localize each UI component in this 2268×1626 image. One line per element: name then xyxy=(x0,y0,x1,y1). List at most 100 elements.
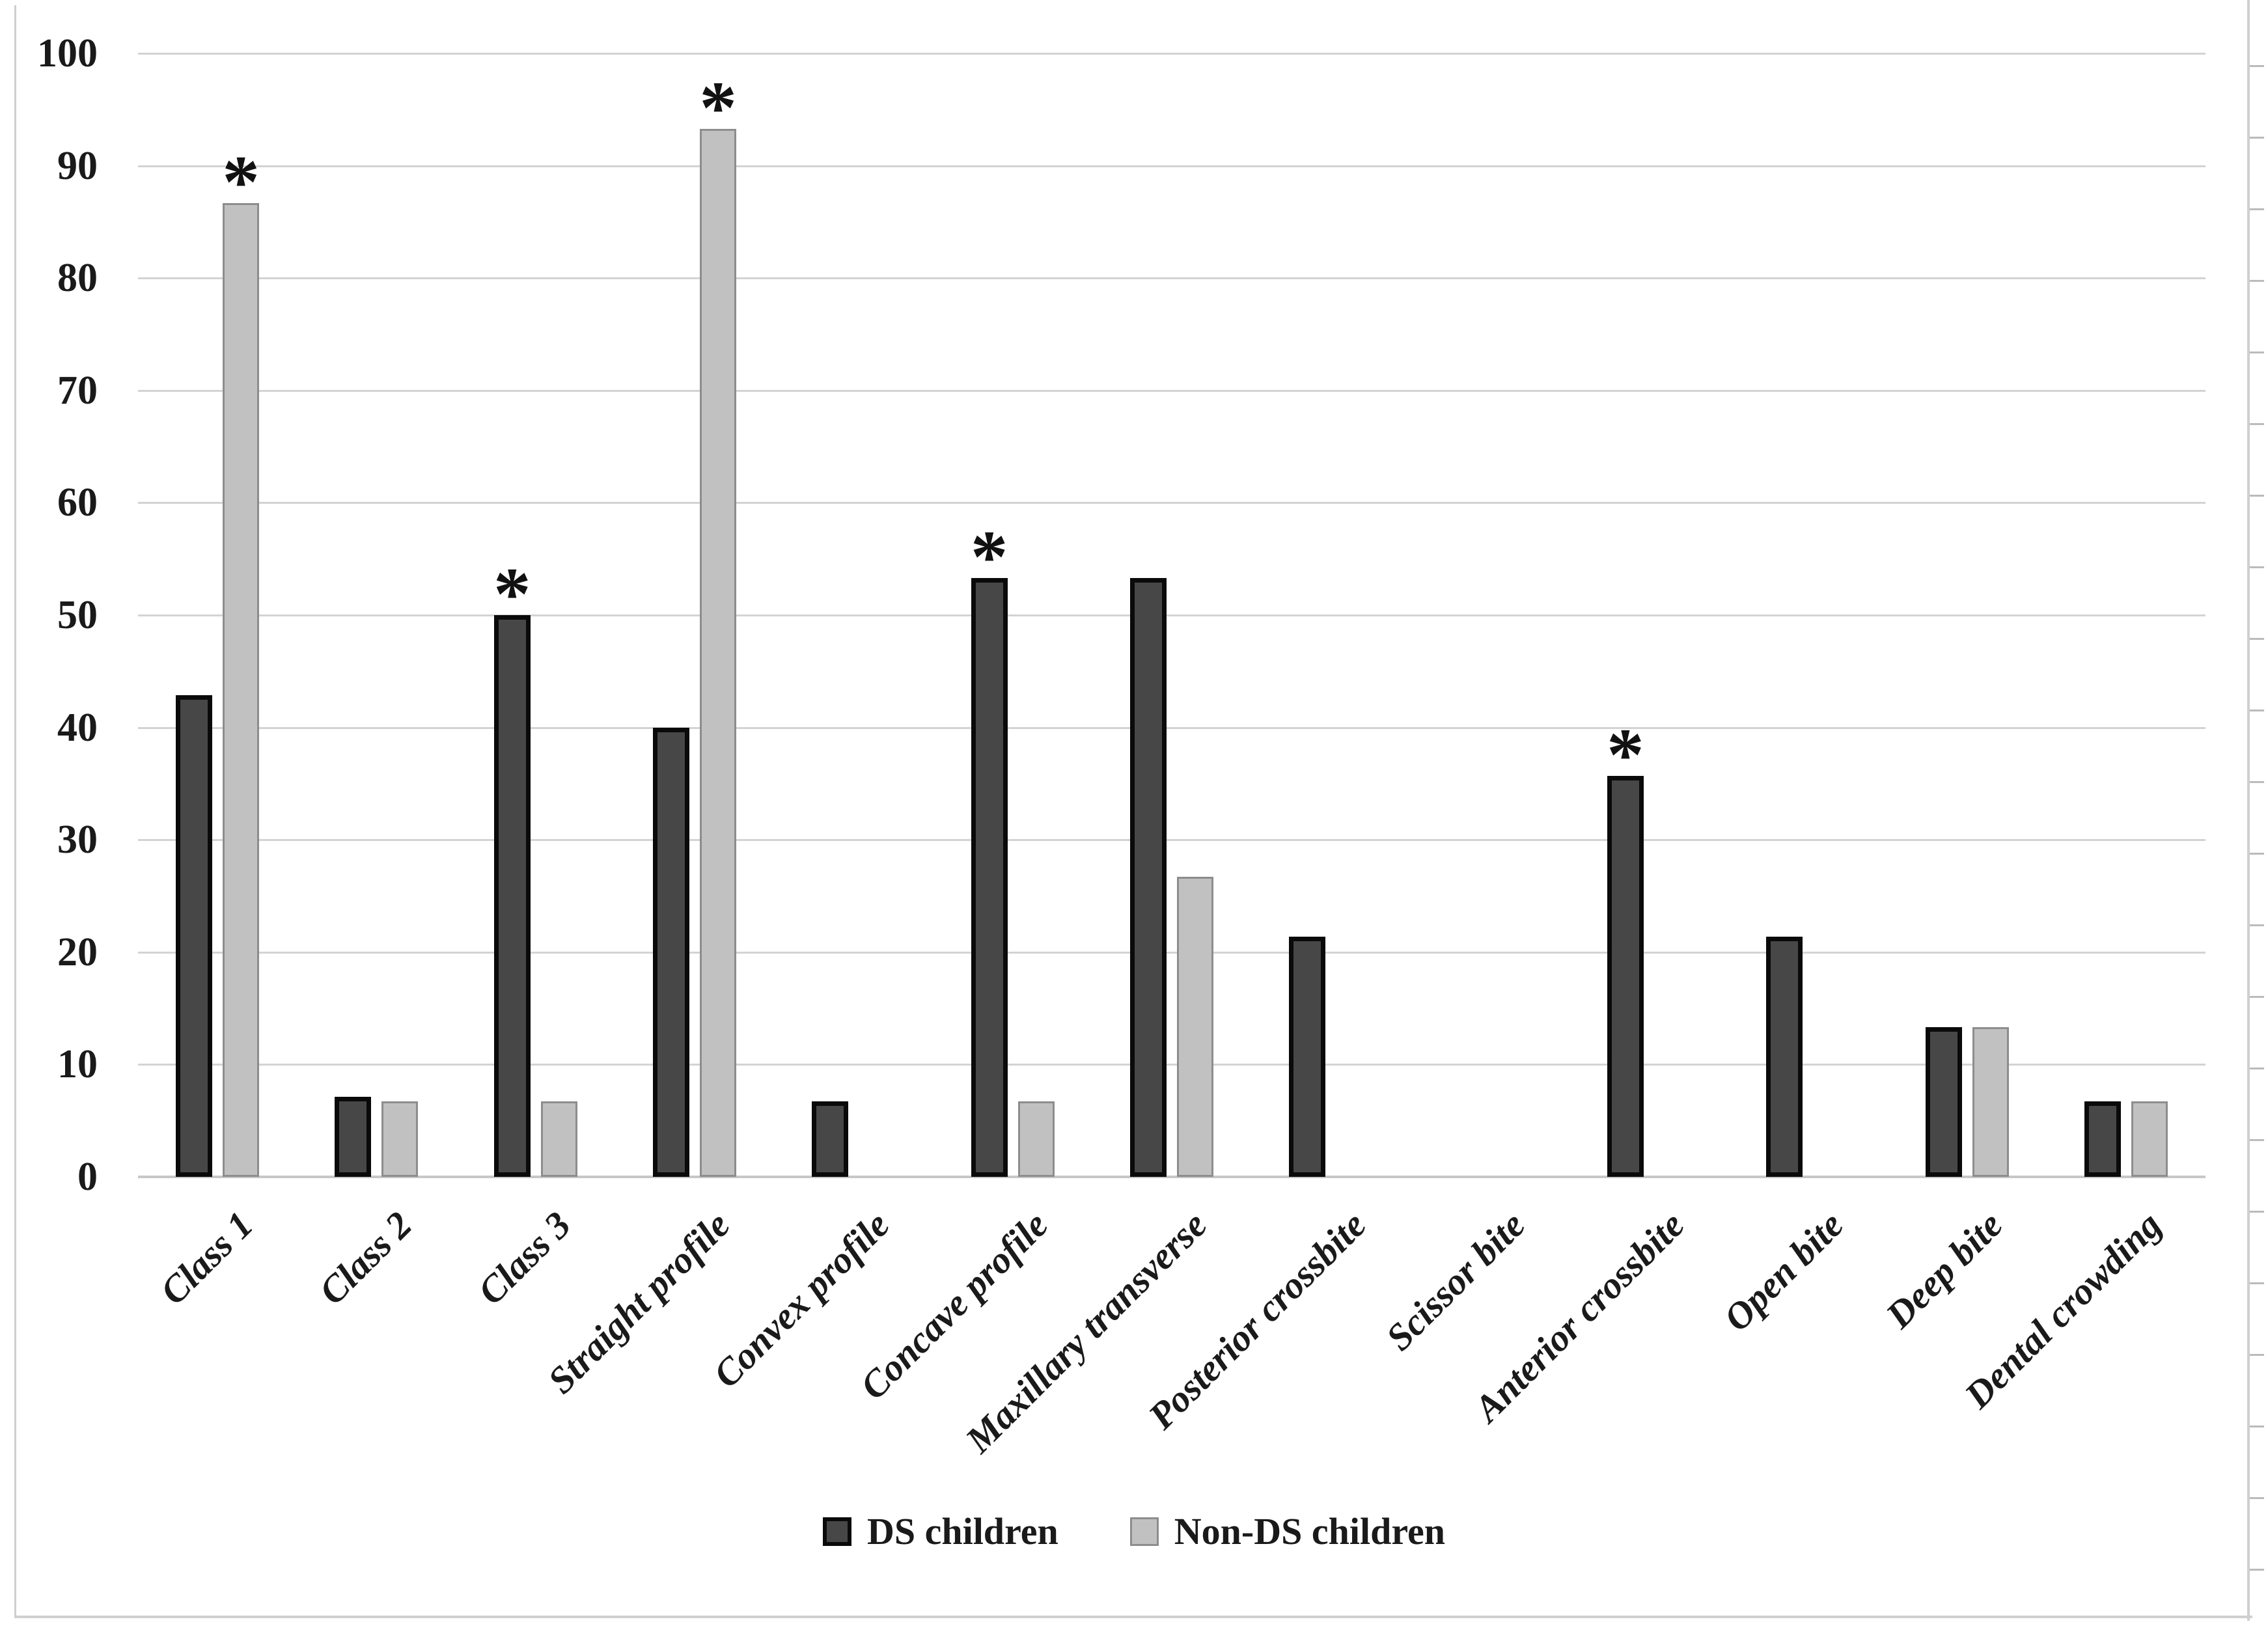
bar-ds-anterior-crossbite xyxy=(1607,775,1644,1177)
edge-tick xyxy=(2250,1068,2264,1069)
bar-nonds-class-2 xyxy=(381,1101,419,1177)
legend-item-ds-children: DS children xyxy=(822,1509,1058,1554)
category-label-class-3: Class 3 xyxy=(469,1203,579,1313)
category-group-convex-profile xyxy=(774,53,933,1177)
category-group-class-3: * xyxy=(456,53,615,1177)
edge-tick xyxy=(2250,1211,2264,1213)
edge-tick xyxy=(2250,423,2264,425)
legend-item-non-ds-children: Non-DS children xyxy=(1129,1509,1446,1554)
category-label-scissor-bite: Scissor bite xyxy=(1377,1203,1534,1359)
figure-border-left xyxy=(14,5,16,1617)
category-label-deep-bite: Deep bite xyxy=(1877,1203,2011,1336)
category-group-posterior-crossbite xyxy=(1251,53,1410,1177)
bar-ds-concave-profile xyxy=(971,578,1008,1177)
category-label-class-2: Class 2 xyxy=(311,1203,421,1313)
figure-border-bottom xyxy=(14,1616,2252,1618)
edge-tick xyxy=(2250,495,2264,497)
category-label-open-bite: Open bite xyxy=(1715,1203,1851,1340)
bar-ds-class-2 xyxy=(335,1097,372,1177)
legend-swatch-ds xyxy=(822,1517,851,1546)
edge-tick xyxy=(2250,710,2264,711)
bar-ds-class-1 xyxy=(176,695,213,1177)
significance-asterisk-class-3: * xyxy=(493,553,531,635)
category-group-straight-profile: * xyxy=(615,53,774,1177)
category-group-scissor-bite xyxy=(1410,53,1569,1177)
bar-nonds-straight-profile xyxy=(700,128,737,1177)
figure-border-right xyxy=(2247,0,2250,1621)
bar-nonds-dental-crowding xyxy=(2131,1101,2168,1177)
bar-nonds-class-1 xyxy=(223,202,260,1177)
gridline-80 xyxy=(138,277,2206,280)
gridline-100 xyxy=(138,53,2206,55)
category-group-class-2 xyxy=(297,53,456,1177)
edge-tick xyxy=(2250,1497,2264,1499)
bar-nonds-class-3 xyxy=(540,1101,577,1177)
y-tick-label-60: 60 xyxy=(57,480,98,525)
bar-ds-class-3 xyxy=(493,615,531,1177)
edge-tick xyxy=(2250,566,2264,568)
edge-tick xyxy=(2250,1139,2264,1141)
category-group-dental-crowding xyxy=(2047,53,2206,1177)
bar-ds-straight-profile xyxy=(653,727,690,1177)
y-tick-label-70: 70 xyxy=(57,368,98,413)
y-tick-label-90: 90 xyxy=(57,143,98,188)
legend-label: DS children xyxy=(866,1510,1058,1552)
y-tick-label-30: 30 xyxy=(57,818,98,862)
plot-area: * * * * * xyxy=(138,53,2206,1178)
significance-asterisk-anterior-crossbite: * xyxy=(1607,713,1644,796)
edge-tick xyxy=(2250,924,2264,926)
category-label-class-1: Class 1 xyxy=(151,1203,261,1313)
bar-ds-dental-crowding xyxy=(2084,1101,2121,1177)
gridline-10 xyxy=(138,1064,2206,1066)
bar-nonds-maxillary-transverse xyxy=(1176,877,1213,1177)
edge-tick xyxy=(2250,853,2264,855)
gridline-60 xyxy=(138,502,2206,504)
gridline-70 xyxy=(138,389,2206,392)
bar-ds-open-bite xyxy=(1766,936,1803,1177)
y-tick-label-10: 10 xyxy=(57,1042,98,1087)
edge-tick xyxy=(2250,1282,2264,1284)
bar-ds-maxillary-transverse xyxy=(1129,578,1167,1177)
edge-tick xyxy=(2250,1426,2264,1427)
edge-tick xyxy=(2250,996,2264,998)
category-group-open-bite xyxy=(1728,53,1887,1177)
category-group-deep-bite xyxy=(1887,53,2046,1177)
edge-tick xyxy=(2250,781,2264,783)
significance-asterisk-class-1: * xyxy=(222,140,260,223)
edge-tick xyxy=(2250,638,2264,640)
bar-ds-posterior-crossbite xyxy=(1289,936,1326,1177)
edge-tick xyxy=(2250,137,2264,139)
edge-tick xyxy=(2250,208,2264,210)
bar-ds-convex-profile xyxy=(812,1101,849,1177)
gridline-40 xyxy=(138,726,2206,729)
category-group-maxillary-transverse xyxy=(1092,53,1251,1177)
y-tick-label-80: 80 xyxy=(57,256,98,301)
edge-tick xyxy=(2250,280,2264,282)
bar-nonds-concave-profile xyxy=(1017,1101,1055,1177)
edge-tick xyxy=(2250,1569,2264,1571)
edge-tick xyxy=(2250,65,2264,67)
y-tick-label-100: 100 xyxy=(37,31,98,76)
category-group-concave-profile: * xyxy=(933,53,1092,1177)
gridline-30 xyxy=(138,839,2206,842)
y-tick-label-0: 0 xyxy=(77,1155,98,1199)
bar-ds-deep-bite xyxy=(1925,1027,1962,1177)
gridline-50 xyxy=(138,614,2206,616)
y-tick-label-50: 50 xyxy=(57,593,98,637)
legend: DS children Non-DS children xyxy=(0,1509,2268,1554)
x-axis-line xyxy=(138,1176,2206,1178)
gridline-90 xyxy=(138,165,2206,167)
edge-tick xyxy=(2250,351,2264,353)
legend-label: Non-DS children xyxy=(1174,1510,1446,1552)
y-tick-label-40: 40 xyxy=(57,705,98,750)
category-group-class-1: * xyxy=(138,53,297,1177)
edge-tick xyxy=(2250,1354,2264,1356)
legend-swatch-nonds xyxy=(1129,1517,1159,1546)
bar-nonds-deep-bite xyxy=(1972,1027,2009,1177)
significance-asterisk-concave-profile: * xyxy=(970,516,1008,599)
gridline-20 xyxy=(138,951,2206,954)
y-tick-label-20: 20 xyxy=(57,930,98,974)
significance-asterisk-straight-profile: * xyxy=(699,66,737,149)
category-group-anterior-crossbite: * xyxy=(1570,53,1728,1177)
